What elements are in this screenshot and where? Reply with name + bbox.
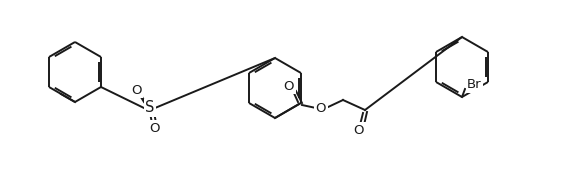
Text: O: O: [149, 121, 159, 135]
Text: Br: Br: [467, 78, 482, 92]
Text: O: O: [284, 79, 294, 93]
Text: S: S: [145, 100, 154, 116]
Text: O: O: [354, 123, 364, 137]
Text: O: O: [316, 101, 326, 115]
Text: O: O: [131, 83, 141, 96]
